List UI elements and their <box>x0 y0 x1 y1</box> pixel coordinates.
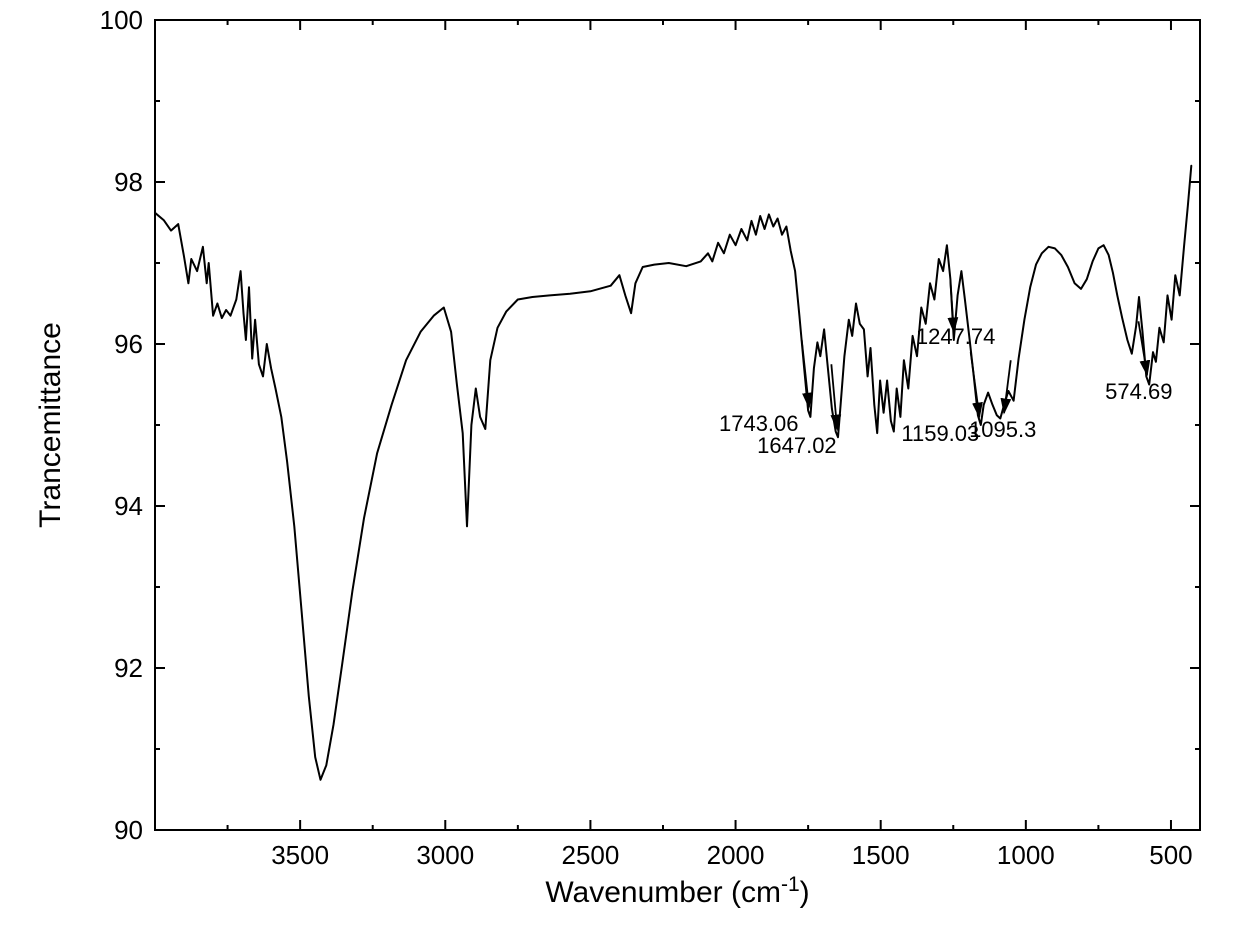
x-tick-label: 3500 <box>271 840 329 870</box>
y-axis-label: Trancemittance <box>34 322 67 528</box>
y-tick-label: 92 <box>114 653 143 683</box>
peak-label: 1247.74 <box>916 324 996 349</box>
x-tick-label: 2000 <box>707 840 765 870</box>
x-tick-label: 500 <box>1149 840 1192 870</box>
x-tick-label: 3000 <box>416 840 474 870</box>
x-tick-label: 2500 <box>561 840 619 870</box>
y-tick-label: 98 <box>114 167 143 197</box>
chart-svg: 500 1000 1500 2000 2500 3000 3500 90 92 94 96 98 100… <box>0 0 1240 942</box>
peak-label: 1647.02 <box>757 433 837 458</box>
x-tick-label: 1500 <box>852 840 910 870</box>
peak-label: 1159.03 <box>901 421 979 446</box>
x-axis-label: Wavenumber (cm-1) <box>545 873 809 910</box>
peak-label: 574.69 <box>1105 379 1172 404</box>
y-tick-label: 96 <box>114 329 143 359</box>
y-tick-label: 100 <box>100 5 143 35</box>
ir-spectrum-chart: 500 1000 1500 2000 2500 3000 3500 90 92 94 96 98 100… <box>0 0 1240 942</box>
y-tick-label: 94 <box>114 491 143 521</box>
peak-label: 1095.3 <box>969 417 1036 442</box>
x-tick-label: 1000 <box>997 840 1055 870</box>
y-tick-label: 90 <box>114 815 143 845</box>
